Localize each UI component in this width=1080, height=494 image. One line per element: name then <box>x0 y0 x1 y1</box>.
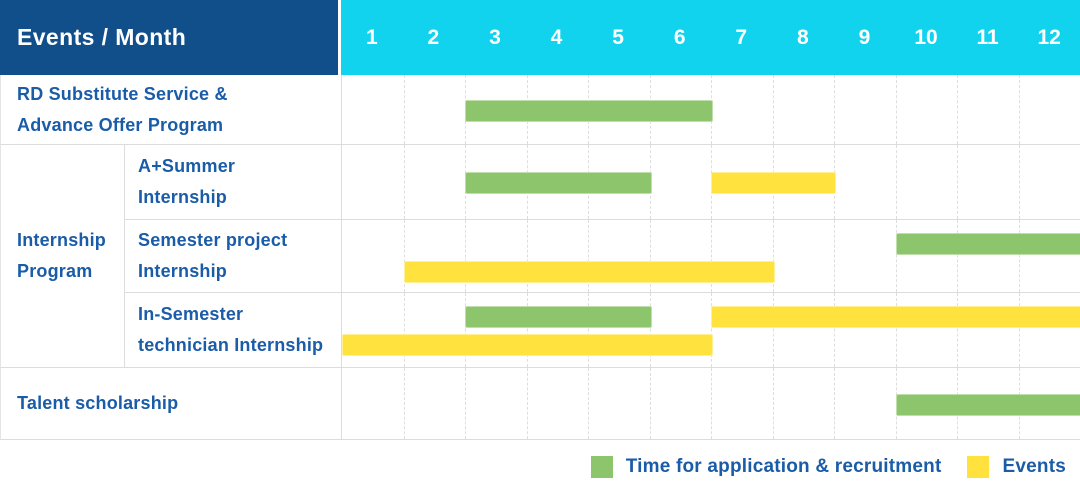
month-gridline <box>772 220 774 292</box>
header-corner: Events / Month <box>0 0 341 75</box>
legend-item-events: Events <box>967 456 1066 478</box>
month-header-cell-7: 7 <box>735 25 748 49</box>
month-header-cell-12: 12 <box>1037 25 1061 49</box>
month-gridline <box>957 293 958 367</box>
row-label-talent-scholarship: Talent scholarship <box>0 368 341 440</box>
month-gridline <box>834 368 835 439</box>
month-gridline <box>465 220 466 292</box>
month-gridline <box>403 368 405 439</box>
chart-row-talent-scholarship <box>341 368 1080 440</box>
month-gridline <box>834 293 835 367</box>
gantt-bar-application <box>465 306 652 328</box>
month-gridline <box>588 293 589 367</box>
gantt-bar-events <box>342 334 713 356</box>
month-gridline <box>711 293 712 367</box>
month-gridline <box>403 145 405 219</box>
month-header-cell-2: 2 <box>427 25 440 49</box>
chart-row-rd-program <box>341 75 1080 145</box>
row-label-rd-program: RD Substitute Service & Advance Offer Pr… <box>0 75 341 145</box>
chart-row-a-plus-summer <box>341 145 1080 220</box>
month-gridline <box>957 145 958 219</box>
month-gridline <box>772 75 774 144</box>
group-label-internship-program: Internship Program <box>0 145 125 368</box>
legend-item-application: Time for application & recruitment <box>590 456 942 478</box>
gantt-bar-application <box>465 172 652 194</box>
month-header-cell-9: 9 <box>858 25 871 49</box>
month-gridline <box>465 368 466 439</box>
month-header-cell-10: 10 <box>914 25 938 49</box>
month-gridline <box>1018 145 1020 219</box>
legend-label-application: Time for application & recruitment <box>625 456 942 477</box>
month-gridline <box>1018 75 1020 144</box>
month-gridline <box>772 368 774 439</box>
legend: Time for application & recruitment Event… <box>0 440 1080 494</box>
legend-label-events: Events <box>1002 456 1066 477</box>
month-gridline <box>957 220 958 292</box>
month-header-cell-8: 8 <box>796 25 809 49</box>
month-gridline <box>895 220 897 292</box>
month-header: 1 2 3 4 5 6 7 8 9 10 11 12 <box>341 0 1080 75</box>
month-gridline <box>895 145 897 219</box>
month-gridline <box>957 75 958 144</box>
month-gridline <box>588 368 589 439</box>
month-gridline <box>403 75 405 144</box>
chart-row-semester-project <box>341 220 1080 293</box>
month-gridline <box>649 220 651 292</box>
month-gridline <box>403 293 405 367</box>
month-gridline <box>465 293 466 367</box>
month-header-cell-11: 11 <box>976 25 999 49</box>
gantt-bar-events <box>403 261 775 283</box>
month-gridline <box>1018 220 1020 292</box>
month-gridline <box>526 368 528 439</box>
month-gridline <box>403 220 405 292</box>
chart-row-in-semester <box>341 293 1080 368</box>
month-gridline <box>588 220 589 292</box>
gantt-bar-events <box>711 172 836 194</box>
month-header-cell-6: 6 <box>673 25 686 49</box>
legend-swatch-green <box>590 456 613 478</box>
month-gridline <box>711 220 712 292</box>
gantt-bar-application <box>465 99 713 122</box>
month-gridline <box>834 75 835 144</box>
month-gridline <box>711 368 712 439</box>
month-header-cell-5: 5 <box>612 25 624 49</box>
month-gridline <box>772 293 774 367</box>
gantt-table: Events / Month 1 2 3 4 5 6 7 8 9 10 11 12 RD Substi… <box>0 0 1080 440</box>
row-label-a-plus-summer: A+Summer Internship <box>125 145 341 220</box>
month-header-cell-4: 4 <box>550 25 563 49</box>
month-header-cell-3: 3 <box>489 25 501 49</box>
month-gridline <box>649 368 651 439</box>
month-gridline <box>895 293 897 367</box>
legend-swatch-yellow <box>967 456 990 478</box>
month-header-cell-1: 1 <box>365 25 378 49</box>
gantt-bar-events <box>711 306 1080 328</box>
gantt-bar-application <box>895 393 1080 416</box>
month-gridline <box>895 75 897 144</box>
month-gridline <box>834 220 835 292</box>
row-label-in-semester: In-Semester technician Internship <box>125 293 341 368</box>
month-gridline <box>526 293 528 367</box>
row-label-semester-project: Semester project Internship <box>125 220 341 293</box>
header-corner-label: Events / Month <box>17 24 187 50</box>
month-gridline <box>649 293 651 367</box>
gantt-bar-application <box>895 233 1080 255</box>
month-gridline <box>1018 293 1020 367</box>
month-gridline <box>526 220 528 292</box>
